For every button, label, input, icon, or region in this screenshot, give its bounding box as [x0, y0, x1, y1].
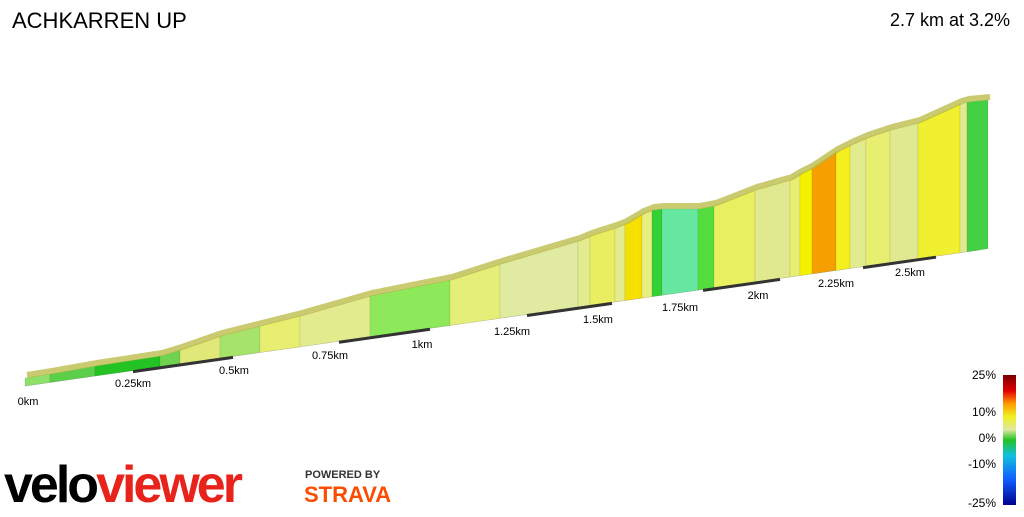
gradient-segment	[661, 208, 699, 296]
legend-label: 0%	[979, 431, 997, 445]
distance-label: 2.25km	[818, 278, 854, 290]
legend-label: 10%	[972, 405, 996, 419]
logo-viewer: viewer	[96, 456, 243, 512]
legend-gradient	[1003, 375, 1016, 505]
gradient-segment	[577, 235, 591, 308]
logo: veloviewer	[4, 456, 243, 512]
distance-label: 0.25km	[115, 378, 151, 390]
km-dash	[526, 301, 613, 317]
legend-labels: 25% 10% 0% -10% -25%	[968, 368, 996, 510]
distance-label: 1.75km	[662, 302, 698, 314]
gradient-segment	[865, 129, 891, 267]
distance-label: 2.5km	[895, 267, 925, 279]
gradient-segment	[966, 99, 989, 253]
gradient-segment	[917, 103, 961, 260]
summary: 2.7 km at 3.2%	[890, 10, 1010, 30]
elevation-profile	[24, 94, 991, 387]
distance-label: 2km	[748, 290, 769, 302]
gradient-segment	[614, 223, 626, 303]
gradient-segment	[697, 205, 715, 291]
gradient-segment	[849, 137, 867, 269]
distance-label: 1.5km	[583, 314, 613, 326]
km-dash	[702, 277, 781, 292]
gradient-segment	[799, 167, 813, 276]
distance-label: 1km	[412, 339, 433, 351]
distance-labels: 0km 0.25km 0.5km 0.75km 1km 1.25km 1.5km 1.75km…	[18, 267, 925, 408]
powered-by: POWERED BY	[305, 469, 381, 481]
distance-label: 0.5km	[219, 365, 249, 377]
legend-label: 25%	[972, 368, 996, 382]
gradient-segment	[624, 213, 643, 301]
gradient-segment	[811, 151, 837, 275]
gradient-segment	[889, 122, 919, 264]
distance-label: 0.75km	[312, 350, 348, 362]
distance-label: 0km	[18, 396, 39, 408]
legend-label: -25%	[968, 496, 996, 510]
legend-label: -10%	[968, 457, 996, 471]
gradient-segment	[835, 144, 851, 271]
km-dash	[862, 255, 937, 270]
profile-top	[26, 94, 991, 378]
km-dash	[132, 355, 234, 374]
gradient-segment	[641, 209, 653, 299]
distance-label: 1.25km	[494, 326, 530, 338]
gradient-segment	[789, 173, 801, 278]
km-dash	[338, 327, 431, 344]
gradient-segment	[713, 189, 756, 289]
gradient-segment	[754, 179, 791, 283]
gradient-segment	[959, 101, 968, 254]
logo-velo: velo	[4, 456, 97, 512]
title: ACHKARREN UP	[12, 8, 187, 33]
strava: STRAVA	[304, 482, 391, 507]
gradient-segment	[589, 227, 616, 306]
gradient-segment	[651, 208, 663, 297]
